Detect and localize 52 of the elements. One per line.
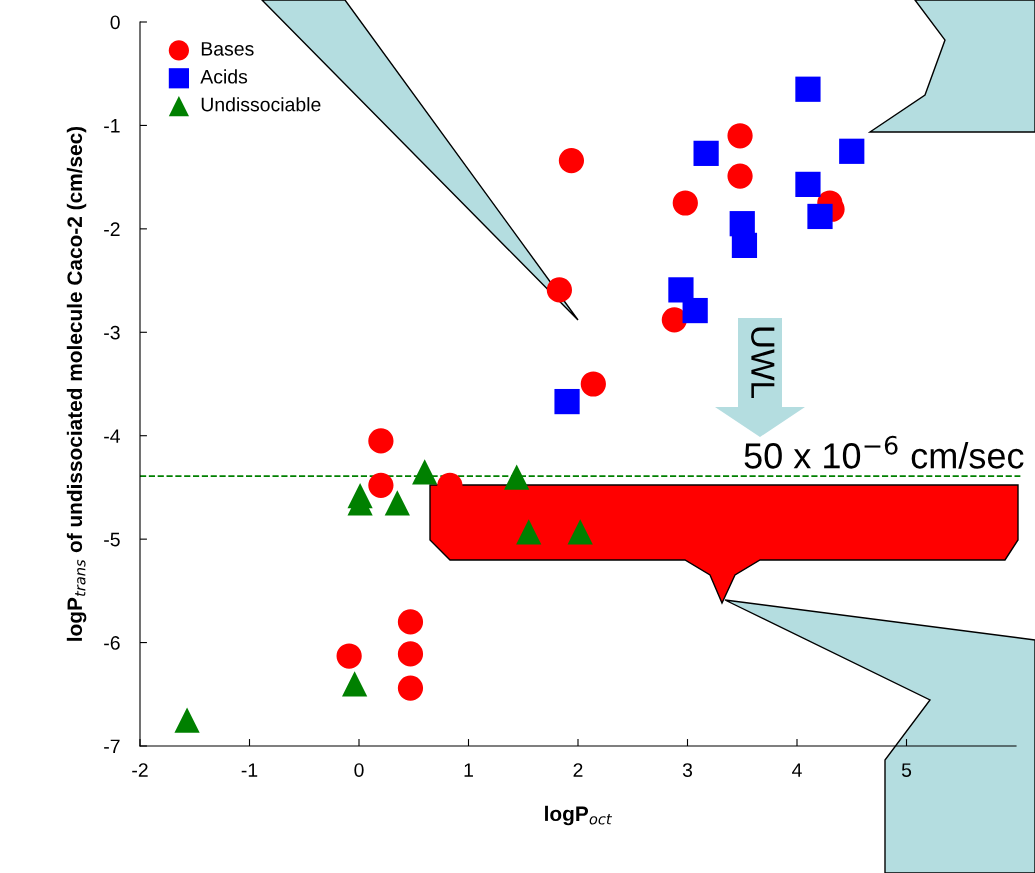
- x-tick-label: 5: [901, 763, 912, 777]
- y-tick-label: -7: [104, 739, 120, 754]
- point: [397, 609, 424, 635]
- point: [342, 671, 368, 697]
- point: [174, 707, 200, 733]
- point: [516, 519, 542, 545]
- point: [727, 163, 753, 189]
- x-axis-title: logP$_{oct}$: [545, 805, 613, 826]
- point: [672, 190, 698, 216]
- point: [336, 643, 362, 669]
- y-tick-label: -5: [104, 532, 120, 547]
- point: [558, 147, 585, 174]
- point: [795, 76, 821, 102]
- point: [727, 123, 753, 149]
- x-tick-label: 1: [464, 763, 473, 777]
- x-tick-label: 3: [682, 763, 693, 777]
- x-tick-label: 4: [792, 763, 802, 777]
- point: [397, 675, 424, 701]
- point: [397, 641, 424, 667]
- point: [368, 428, 394, 454]
- point: [384, 490, 410, 516]
- y-tick-label: -4: [104, 429, 120, 443]
- point: [807, 203, 833, 230]
- y-axis-title: logP$_{trans}$ of undissociated molecule Caco-2 (cm/sec): [66, 126, 87, 641]
- legend-label: Undissociable: [201, 97, 321, 112]
- x-tick-label: -2: [132, 763, 148, 777]
- point: [567, 519, 593, 545]
- y-tick-label: 0: [110, 15, 120, 30]
- y-tick-label: -2: [104, 222, 120, 236]
- y-tick-label: -1: [104, 119, 120, 133]
- ref-line-label: 50 x 10$^{−6}$ cm/sec: [744, 435, 1024, 469]
- point: [580, 371, 606, 397]
- point: [839, 138, 865, 164]
- point: [412, 459, 438, 485]
- point: [668, 277, 694, 303]
- x-tick-label: 0: [354, 763, 364, 777]
- point: [731, 232, 758, 259]
- point: [504, 464, 530, 490]
- point: [795, 171, 821, 197]
- point: [682, 297, 708, 324]
- legend-label: Bases: [201, 42, 254, 56]
- point: [661, 307, 687, 333]
- point: [368, 472, 394, 498]
- x-tick-label: 2: [573, 763, 583, 777]
- y-tick-label: -6: [104, 636, 120, 650]
- annotation: UWL: [751, 327, 775, 398]
- point: [693, 140, 719, 166]
- point: [554, 388, 580, 415]
- y-tick-label: -3: [104, 325, 120, 340]
- legend-label: Acids: [200, 69, 248, 84]
- x-tick-label: -1: [241, 763, 258, 777]
- point: [546, 277, 572, 303]
